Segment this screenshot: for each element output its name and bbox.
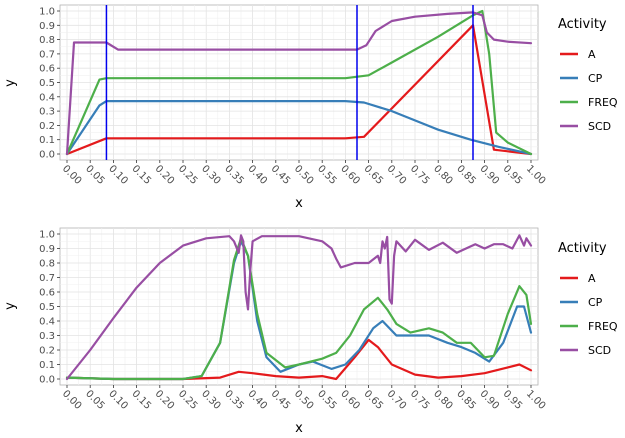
y-tick-label: 1.0 (39, 7, 55, 18)
y-axis-title: y (3, 79, 18, 87)
legend-label-scd: SCD (588, 344, 611, 357)
x-tick-label: 0.80 (431, 163, 455, 187)
x-tick-label: 0.45 (269, 388, 293, 412)
x-tick-label: 0.65 (361, 388, 385, 412)
series-line-a (65, 338, 533, 381)
x-tick-label: 0.75 (408, 388, 432, 412)
y-tick-label: 0.0 (39, 150, 55, 161)
y-tick-label: 0.3 (39, 331, 55, 342)
x-tick-label: 0.00 (60, 163, 84, 187)
series-line-scd (65, 234, 533, 381)
y-tick-label: 0.8 (39, 35, 55, 46)
x-tick-label: 1.00 (524, 388, 548, 412)
legend-label-freq: FREQ (588, 320, 618, 333)
x-tick-label: 0.40 (245, 388, 269, 412)
legend: Activity A CP FREQ SCD (558, 241, 618, 357)
legend-label-scd: SCD (588, 120, 611, 133)
x-tick-label: 0.85 (454, 388, 478, 412)
series-line-a (65, 24, 533, 156)
x-tick-label: 0.05 (83, 388, 107, 412)
x-tick-label: 0.90 (477, 388, 501, 412)
x-tick-label: 0.20 (153, 388, 177, 412)
chart-panel-2: 0.0 0.1 0.2 0.3 0.4 0.5 0.6 0.7 0.8 0.9 1.0 0.00 0.0… (3, 227, 618, 436)
legend-label-freq: FREQ (588, 96, 618, 109)
x-tick-label: 0.15 (129, 163, 153, 187)
x-tick-label: 0.55 (315, 163, 339, 187)
x-tick-label: 0.55 (315, 388, 339, 412)
series-group (65, 234, 533, 381)
legend-label-cp: CP (588, 296, 603, 309)
x-axis-title: x (295, 196, 303, 211)
y-tick-label: 0.9 (39, 21, 55, 32)
x-tick-label: 0.80 (431, 388, 455, 412)
x-tick-label: 0.90 (477, 163, 501, 187)
x-tick-label: 0.10 (106, 388, 130, 412)
x-tick-label: 0.30 (199, 163, 223, 187)
x-tick-label: 0.45 (269, 163, 293, 187)
series-group (65, 9, 533, 156)
y-tick-label: 0.2 (39, 121, 55, 132)
x-tick-label: 0.60 (338, 388, 362, 412)
x-axis-title: x (295, 421, 303, 434)
x-tick-label: 0.20 (153, 163, 177, 187)
y-tick-label: 0.7 (39, 273, 55, 284)
x-tick-label: 0.35 (222, 388, 246, 412)
x-tick-label: 0.60 (338, 163, 362, 187)
series-line-cp (65, 100, 533, 156)
x-tick-label: 0.25 (176, 388, 200, 412)
series-line-scd (65, 11, 533, 156)
y-axis-title: y (3, 302, 18, 310)
x-tick-label: 0.50 (292, 388, 316, 412)
x-tick-label: 0.65 (361, 163, 385, 187)
y-tick-label: 0.1 (39, 135, 55, 146)
x-tick-label: 0.30 (199, 388, 223, 412)
legend-label-a: A (588, 48, 596, 61)
x-tick-label: 0.70 (385, 388, 409, 412)
x-tick-label: 0.40 (245, 163, 269, 187)
y-tick-label: 0.4 (39, 317, 55, 328)
legend-label-a: A (588, 272, 596, 285)
legend-title: Activity (558, 241, 607, 256)
x-tick-label: 1.00 (524, 163, 548, 187)
x-tick-label: 0.85 (454, 163, 478, 187)
y-tick-label: 0.8 (39, 259, 55, 270)
x-tick-label: 0.50 (292, 163, 316, 187)
x-tick-label: 0.25 (176, 163, 200, 187)
y-tick-label: 0.5 (39, 78, 55, 89)
y-tick-label: 0.5 (39, 302, 55, 313)
y-tick-label: 0.7 (39, 49, 55, 60)
x-tick-label: 0.00 (60, 388, 84, 412)
y-tick-label: 0.3 (39, 107, 55, 118)
series-line-freq (65, 237, 533, 381)
legend-label-cp: CP (588, 72, 603, 85)
chart-panel-1: 0.0 0.1 0.2 0.3 0.4 0.5 0.6 0.7 0.8 0.9 1.0 0.00 0.0… (3, 4, 618, 211)
x-tick-label: 0.05 (83, 163, 107, 187)
x-tick-label: 0.35 (222, 163, 246, 187)
y-tick-label: 0.0 (39, 375, 55, 386)
x-tick-label: 0.10 (106, 163, 130, 187)
y-tick-label: 0.4 (39, 92, 55, 103)
legend: Activity A CP FREQ SCD (558, 17, 618, 133)
series-line-freq (65, 9, 533, 156)
y-tick-label: 0.6 (39, 288, 55, 299)
x-tick-label: 0.70 (385, 163, 409, 187)
x-tick-label: 0.15 (129, 388, 153, 412)
y-tick-label: 0.6 (39, 64, 55, 75)
x-tick-label: 0.95 (501, 388, 525, 412)
y-tick-label: 0.9 (39, 244, 55, 255)
x-tick-label: 0.75 (408, 163, 432, 187)
y-tick-label: 0.1 (39, 360, 55, 371)
legend-title: Activity (558, 17, 607, 32)
x-tick-label: 0.95 (501, 163, 525, 187)
y-tick-label: 1.0 (39, 230, 55, 241)
y-tick-label: 0.2 (39, 346, 55, 357)
